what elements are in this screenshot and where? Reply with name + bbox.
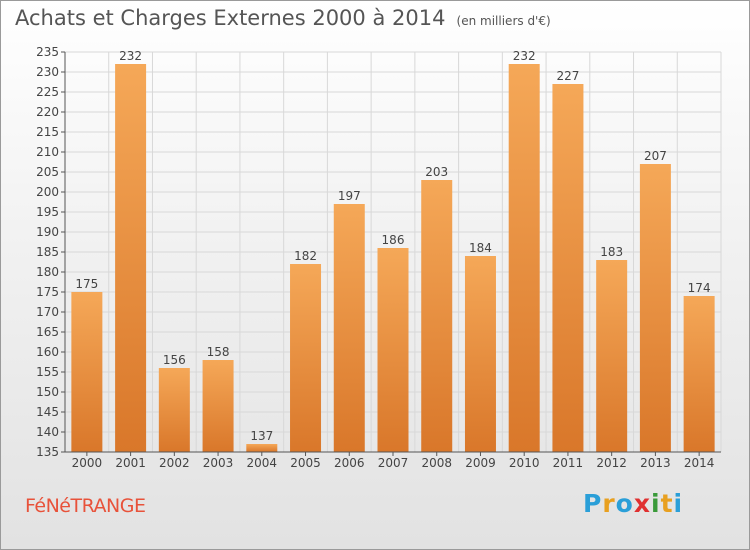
bar-value-label: 137 xyxy=(250,429,273,443)
x-tick-label: 2013 xyxy=(640,456,671,470)
x-tick-label: 2008 xyxy=(421,456,452,470)
bar xyxy=(158,368,190,452)
y-tick-label: 225 xyxy=(36,85,59,99)
bar-value-label: 174 xyxy=(688,281,711,295)
logo-letter: P xyxy=(583,489,603,518)
x-tick-label: 2009 xyxy=(465,456,496,470)
y-tick-label: 205 xyxy=(36,165,59,179)
bar-value-label: 232 xyxy=(119,49,142,63)
x-tick-label: 2006 xyxy=(334,456,365,470)
y-tick-label: 165 xyxy=(36,325,59,339)
bar-value-label: 227 xyxy=(556,69,579,83)
bar xyxy=(202,360,234,452)
bar xyxy=(71,292,103,452)
proxiti-logo: Proxiti xyxy=(583,489,683,518)
logo-letter: i xyxy=(673,489,684,518)
y-tick-label: 230 xyxy=(36,65,59,79)
y-tick-label: 150 xyxy=(36,385,59,399)
x-tick-label: 2014 xyxy=(684,456,715,470)
bar-value-label: 158 xyxy=(207,345,230,359)
x-tick-label: 2010 xyxy=(509,456,540,470)
bar xyxy=(421,180,453,452)
y-tick-label: 220 xyxy=(36,105,59,119)
y-tick-label: 140 xyxy=(36,425,59,439)
x-tick-label: 2007 xyxy=(378,456,409,470)
bar-value-label: 197 xyxy=(338,189,361,203)
x-tick-label: 2005 xyxy=(290,456,321,470)
bar xyxy=(508,64,540,452)
y-tick-label: 200 xyxy=(36,185,59,199)
bar-value-label: 184 xyxy=(469,241,492,255)
y-tick-label: 190 xyxy=(36,225,59,239)
logo-letter: o xyxy=(615,489,634,518)
logo-letter: i xyxy=(651,489,661,518)
bar-value-label: 182 xyxy=(294,249,317,263)
bar-value-label: 183 xyxy=(600,245,623,259)
y-tick-label: 185 xyxy=(36,245,59,259)
y-tick-label: 235 xyxy=(36,45,59,59)
y-tick-label: 160 xyxy=(36,345,59,359)
bar xyxy=(290,264,322,452)
y-tick-label: 175 xyxy=(36,285,59,299)
bar xyxy=(596,260,628,452)
bar-value-label: 203 xyxy=(425,165,448,179)
bar xyxy=(377,248,409,452)
bar-value-label: 186 xyxy=(382,233,405,247)
y-tick-label: 210 xyxy=(36,145,59,159)
x-tick-label: 2011 xyxy=(553,456,584,470)
bar xyxy=(333,204,365,452)
logo-letter: r xyxy=(602,489,616,518)
x-tick-label: 2001 xyxy=(115,456,146,470)
y-tick-label: 215 xyxy=(36,125,59,139)
y-tick-label: 145 xyxy=(36,405,59,419)
bar-value-label: 175 xyxy=(75,277,98,291)
y-tick-label: 135 xyxy=(36,445,59,459)
y-tick-label: 180 xyxy=(36,265,59,279)
x-tick-label: 2000 xyxy=(72,456,103,470)
bar xyxy=(115,64,147,452)
logo-letter: t xyxy=(660,489,674,518)
title-text: Achats et Charges Externes 2000 à 2014 xyxy=(15,6,446,30)
y-tick-label: 155 xyxy=(36,365,59,379)
bar xyxy=(683,296,715,452)
x-tick-label: 2012 xyxy=(596,456,627,470)
y-tick-label: 170 xyxy=(36,305,59,319)
bar xyxy=(464,256,496,452)
chart-title: Achats et Charges Externes 2000 à 2014 (… xyxy=(15,6,551,30)
bar xyxy=(246,444,278,452)
commune-name: FéNéTRANGE xyxy=(25,495,146,517)
bar-value-label: 232 xyxy=(513,49,536,63)
unit-note: (en milliers d'€) xyxy=(456,14,551,28)
logo-letter: x xyxy=(633,489,651,518)
bar-value-label: 156 xyxy=(163,353,186,367)
x-tick-label: 2003 xyxy=(203,456,234,470)
bar xyxy=(639,164,671,452)
bar-value-label: 207 xyxy=(644,149,667,163)
y-tick-label: 195 xyxy=(36,205,59,219)
x-tick-label: 2004 xyxy=(247,456,278,470)
bar xyxy=(552,84,584,452)
x-tick-label: 2002 xyxy=(159,456,190,470)
